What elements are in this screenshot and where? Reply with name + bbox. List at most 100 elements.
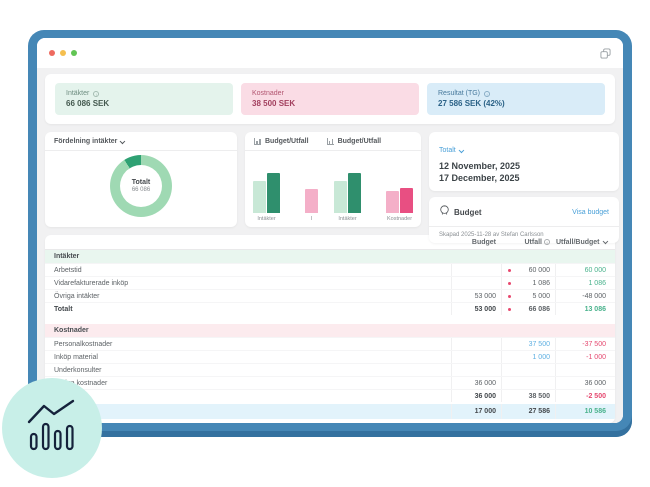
summary-budget: 17 000 bbox=[451, 404, 501, 419]
bar-group-label: I bbox=[310, 216, 313, 222]
summary-card-label: Kostnader bbox=[252, 90, 284, 97]
right-column: Totalt 12 November, 2025 17 December, 20… bbox=[429, 132, 619, 244]
row-label: Arbetstid bbox=[54, 266, 82, 274]
cell-utfall bbox=[501, 377, 555, 389]
bar-group-label: Intäkter bbox=[257, 216, 276, 222]
table-row: Underkonsulter bbox=[45, 363, 615, 376]
income-distribution-header[interactable]: Fördelning intäkter bbox=[45, 132, 237, 151]
donut-center-value: 66 086 bbox=[131, 187, 151, 193]
cell-budget bbox=[451, 364, 501, 376]
budget-outcome-chart-2: Intäkter Kostnader bbox=[326, 151, 421, 227]
section-cell bbox=[451, 250, 501, 263]
cell-utfall: 66 086 bbox=[501, 303, 555, 315]
summary-card-value: 38 500 SEK bbox=[252, 99, 296, 108]
table-header-utfall-budget[interactable]: Utfall/Budget bbox=[555, 235, 615, 249]
table-row: Övriga kostnader 36 000 36 000 bbox=[45, 376, 615, 389]
budget-card-header: Budget Visa budget bbox=[429, 197, 619, 228]
donut-wrap: Totalt 66 086 bbox=[45, 151, 237, 221]
info-icon[interactable] bbox=[93, 90, 100, 97]
row-label: Underkonsulter bbox=[54, 366, 102, 374]
cell-budget: 53 000 bbox=[451, 290, 501, 302]
indicator-dot-icon bbox=[508, 294, 511, 298]
decorative-circle bbox=[2, 378, 102, 478]
cell-utfall-budget: -1 000 bbox=[555, 351, 615, 363]
summary-card-label: Intäkter bbox=[66, 90, 222, 97]
table-header-utfall[interactable]: Utfall bbox=[501, 235, 555, 249]
close-icon[interactable] bbox=[49, 50, 55, 56]
bar bbox=[400, 188, 413, 213]
summary-utfall-budget: 10 586 bbox=[555, 404, 615, 419]
budget-outcome-panel: Budget/Utfall Budget/Utfall Intäkter I Intä… bbox=[245, 132, 421, 227]
table-row: Vidarefakturerade inköp 1 086 1 086 bbox=[45, 276, 615, 289]
cell-utfall: 5 000 bbox=[501, 290, 555, 302]
section-cell bbox=[555, 324, 615, 337]
cell-utfall: 1 086 bbox=[501, 277, 555, 289]
table-body: Intäkter Arbetstid 60 000 60 000 Vidarefaktu… bbox=[45, 250, 615, 419]
cell-budget bbox=[451, 277, 501, 289]
period-selector[interactable]: Totalt bbox=[439, 147, 464, 154]
bar-chart-icon bbox=[326, 138, 334, 145]
table-row: Övriga intäkter 53 000 5 000 -48 000 bbox=[45, 289, 615, 302]
info-icon[interactable] bbox=[544, 239, 550, 245]
info-icon[interactable] bbox=[484, 90, 491, 97]
utfall-budget-header-label: Utfall/Budget bbox=[555, 238, 600, 246]
section-name: Kostnader bbox=[54, 327, 89, 334]
section-name: Intäkter bbox=[54, 253, 80, 260]
app-window: Intäkter 66 086 SEK Kostnader 38 500 SEK Res… bbox=[37, 38, 623, 423]
table-row: Arbetstid 60 000 60 000 bbox=[45, 263, 615, 276]
cell-utfall-budget: 1 086 bbox=[555, 277, 615, 289]
copy-icon[interactable] bbox=[600, 47, 611, 59]
row-label: Inköp material bbox=[54, 353, 98, 361]
section-cell bbox=[451, 324, 501, 337]
show-budget-link[interactable]: Visa budget bbox=[572, 208, 609, 216]
bar bbox=[267, 173, 280, 213]
cell-budget bbox=[451, 264, 501, 276]
summary-utfall: 27 586 bbox=[501, 404, 555, 419]
table-header-row: Budget Utfall Utfall/Budget bbox=[45, 235, 615, 250]
cell-utfall: 60 000 bbox=[501, 264, 555, 276]
table-row: Personalkostnader 37 500 -37 500 bbox=[45, 337, 615, 350]
cell-budget: 53 000 bbox=[451, 303, 501, 315]
income-donut-chart: Totalt 66 086 bbox=[110, 155, 172, 217]
window-titlebar bbox=[37, 38, 623, 68]
donut-center: Totalt 66 086 bbox=[120, 165, 162, 207]
row-label: Vidarefakturerade inköp bbox=[54, 279, 129, 287]
summary-card-1: Intäkter 66 086 SEK bbox=[55, 83, 233, 115]
period-card: Totalt 12 November, 2025 17 December, 20… bbox=[429, 132, 619, 192]
minimize-icon[interactable] bbox=[60, 50, 66, 56]
budget-meta: Skapad 2025-11-28 av Stefan Carlsson bbox=[439, 232, 544, 239]
row-label: Personalkostnader bbox=[54, 340, 113, 348]
row-label: Övriga kostnader bbox=[54, 379, 108, 387]
period-date-from: 12 November, 2025 bbox=[439, 161, 521, 171]
indicator-dot-icon bbox=[508, 307, 511, 311]
cell-utfall-budget: 60 000 bbox=[555, 264, 615, 276]
budget-outcome-chart-1: Intäkter I bbox=[245, 151, 326, 227]
income-distribution-card: Fördelning intäkter Totalt 66 086 bbox=[45, 132, 237, 227]
chevron-down-icon bbox=[458, 147, 464, 153]
summary-panel: Intäkter 66 086 SEK Kostnader 38 500 SEK Res… bbox=[45, 74, 615, 124]
utfall-header-label: Utfall bbox=[524, 238, 543, 246]
cell-utfall-budget bbox=[555, 364, 615, 376]
cell-utfall-budget: -48 000 bbox=[555, 290, 615, 302]
bar-group: Intäkter bbox=[334, 173, 361, 222]
cell-utfall-budget: 36 000 bbox=[555, 377, 615, 389]
bar-group-label: Kostnader bbox=[386, 216, 413, 222]
cell-budget: 36 000 bbox=[451, 390, 501, 402]
donut-center-label: Totalt bbox=[131, 179, 151, 186]
period-selector-label: Totalt bbox=[439, 147, 456, 154]
bar-group: Intäkter bbox=[253, 173, 280, 222]
piggy-bank-icon bbox=[439, 203, 450, 221]
budget-card: Budget Visa budget Skapad 2025-11-28 av … bbox=[429, 197, 619, 244]
summary-card-label: Resultat (TG) bbox=[438, 90, 594, 97]
period-date-to: 17 December, 2025 bbox=[439, 173, 520, 184]
table-section-header: Kostnader bbox=[45, 324, 615, 337]
section-cell bbox=[501, 250, 555, 263]
bar-chart-icon bbox=[254, 138, 261, 145]
summary-card-value: 66 086 SEK bbox=[66, 99, 110, 108]
budget-outcome-charts: Intäkter I Intäkter Kostnader bbox=[245, 151, 421, 227]
budget-outcome-headers: Budget/Utfall Budget/Utfall bbox=[245, 132, 421, 151]
zoom-icon[interactable] bbox=[71, 50, 77, 56]
table-section-header: Intäkter bbox=[45, 250, 615, 263]
summary-card-value: 27 586 SEK (42%) bbox=[438, 99, 505, 108]
